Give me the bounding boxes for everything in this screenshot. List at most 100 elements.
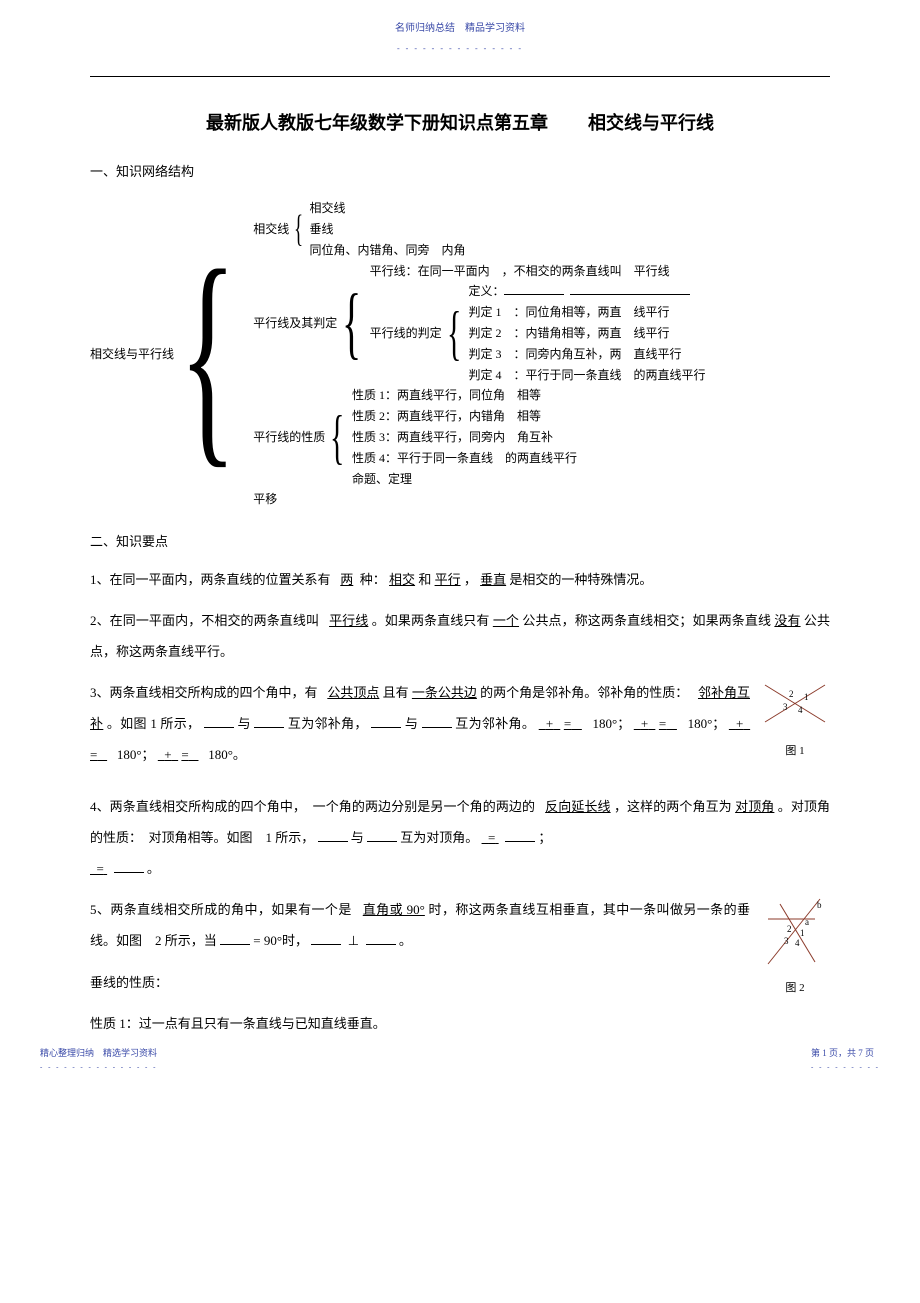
figure1-caption: 图 1 [760, 742, 830, 762]
footer-left: 精心整理归纳 精选学习资料 - - - - - - - - - - - - - … [40, 1045, 157, 1074]
figure-2: a b 1 2 3 4 图 2 [760, 894, 830, 999]
blank [367, 829, 397, 842]
tree-branch1-label: 相交线 [253, 198, 293, 260]
text: 180°； [688, 716, 726, 731]
text: 2、在同一平面内，不相交的两条直线叫 [90, 613, 319, 628]
text: 180°。 [208, 747, 246, 762]
tree-item: 性质 3：两直线平行，同旁内 角互补 [352, 427, 577, 448]
blank-eq: = [90, 861, 107, 876]
text: 是相交的一种特殊情况。 [509, 572, 652, 587]
figure1-svg: 1 2 3 4 [760, 677, 830, 732]
line-label: b [817, 900, 822, 910]
tree-branch3-label: 平行线的性质 [253, 385, 329, 489]
point3: 3、两条直线相交所构成的四个角中，有 公共顶点 且有 一条公共边 的两个角是邻补… [90, 677, 830, 771]
text: 互为邻补角， [288, 716, 368, 731]
point5: 5、两条直线相交所成的角中，如果有一个是 直角或 90° 时，称这两条直线互相垂… [90, 894, 830, 956]
underlined: 两 [340, 572, 353, 587]
blank-plus: + [158, 747, 178, 762]
text: 5、两条直线相交所成的角中，如果有一个是 [90, 902, 352, 917]
blank [371, 715, 401, 728]
brace-icon: { [178, 198, 238, 510]
tree-item-text: 定义： [468, 284, 504, 298]
footer-right: 第 1 页，共 7 页 - - - - - - - - - [811, 1045, 880, 1074]
title-part1: 最新版人教版七年级数学下册知识点第五章 [206, 113, 548, 133]
section1-heading: 一、知识网络结构 [90, 160, 830, 183]
blank-eq: = [90, 747, 107, 762]
tree-item: 性质 4：平行于同一条直线 的两直线平行 [352, 448, 577, 469]
brace-icon: { [341, 261, 362, 386]
tree-branch2-label: 平行线及其判定 [253, 261, 341, 386]
angle-label: 2 [789, 689, 794, 699]
text: 180°； [593, 716, 631, 731]
figure2-caption: 图 2 [760, 979, 830, 999]
tree-branch4: 平移 [253, 489, 705, 510]
brace-icon: { [329, 385, 345, 489]
underlined: 相交 [389, 572, 415, 587]
footer-right-dots: - - - - - - - - - [811, 1061, 880, 1074]
text: 与 [351, 830, 364, 845]
page-header-dots: - - - - - - - - - - - - - - - [90, 42, 830, 56]
text: 种： [360, 572, 386, 587]
text: 和 [418, 572, 431, 587]
text: 4、两条直线相交所构成的四个角中， 一个角的两边分别是另一个角的两边的 [90, 799, 535, 814]
perp-symbol: ⊥ [348, 933, 359, 948]
tree-item: 定义： [468, 281, 705, 302]
angle-label: 4 [798, 705, 803, 715]
text: = 90°时， [253, 933, 308, 948]
text: 1、在同一平面内，两条直线的位置关系有 [90, 572, 331, 587]
point5-prop1: 性质 1：过一点有且只有一条直线与已知直线垂直。 [90, 1008, 830, 1039]
blank [318, 829, 348, 842]
tree-item: 垂线 [309, 219, 465, 240]
point1: 1、在同一平面内，两条直线的位置关系有 两 种： 相交 和 平行 ， 垂直 是相… [90, 564, 830, 595]
document-title: 最新版人教版七年级数学下册知识点第五章 相交线与平行线 [90, 107, 830, 139]
tree-item: 平行线：在同一平面内 ，不相交的两条直线叫 平行线 [370, 261, 706, 282]
text: 公共点，称这两条直线相交；如果两条直线 [522, 613, 771, 628]
tree-item: 性质 2：两直线平行，内错角 相等 [352, 406, 577, 427]
tree-item: 判定 1 ：同位角相等，两直 线平行 [468, 302, 705, 323]
underlined: 对顶角 [735, 799, 774, 814]
blank [422, 715, 452, 728]
knowledge-tree: 相交线与平行线 { 相交线 { 相交线 垂线 同位角、内错角、同旁 内角 平行线… [90, 198, 830, 510]
footer-left-dots: - - - - - - - - - - - - - - - [40, 1061, 157, 1074]
text: 与 [237, 716, 250, 731]
angle-label: 3 [783, 702, 788, 712]
brace-icon: { [293, 198, 304, 260]
section2-heading: 二、知识要点 [90, 530, 830, 553]
text: 180°； [117, 747, 155, 762]
point4: 4、两条直线相交所构成的四个角中， 一个角的两边分别是另一个角的两边的 反向延长… [90, 791, 830, 885]
text: 3、两条直线相交所构成的四个角中，有 [90, 685, 318, 700]
angle-label: 4 [795, 938, 800, 948]
underlined: 平行 [435, 572, 461, 587]
footer-left-text: 精心整理归纳 精选学习资料 [40, 1045, 157, 1061]
underlined: 垂直 [480, 572, 506, 587]
blank [311, 932, 341, 945]
tree-item: 判定 4 ：平行于同一条直线 的两直线平行 [468, 365, 705, 386]
brace-icon: { [446, 281, 462, 385]
horizontal-rule [90, 76, 830, 77]
tree-item: 同位角、内错角、同旁 内角 [309, 240, 465, 261]
tree-branch2-sub-label: 平行线的判定 [370, 281, 446, 385]
tree-item: 判定 3 ：同旁内角互补，两 直线平行 [468, 344, 705, 365]
tree-item: 命题、定理 [352, 469, 577, 490]
blank-eq: = [482, 830, 499, 845]
line-label: a [805, 917, 809, 927]
tree-item: 相交线 [309, 198, 465, 219]
point2: 2、在同一平面内，不相交的两条直线叫 平行线 。如果两条直线只有 一个 公共点，… [90, 605, 830, 667]
text: 互为对顶角。 [400, 830, 478, 845]
underlined: 没有 [774, 613, 800, 628]
angle-label: 3 [784, 936, 789, 946]
blank [254, 715, 284, 728]
blank [204, 715, 234, 728]
footer-right-text: 第 1 页，共 7 页 [811, 1045, 880, 1061]
text: ， [464, 572, 477, 587]
text: 且有 [383, 685, 409, 700]
blank-eq: = [181, 747, 198, 762]
figure-1: 1 2 3 4 图 1 [760, 677, 830, 762]
blank [220, 932, 250, 945]
underlined: 平行线 [329, 613, 368, 628]
angle-label: 1 [804, 692, 809, 702]
underlined: 一个 [493, 613, 519, 628]
underlined: 一条公共边 [412, 685, 477, 700]
underlined: 公共顶点 [327, 685, 379, 700]
angle-label: 1 [800, 928, 805, 938]
